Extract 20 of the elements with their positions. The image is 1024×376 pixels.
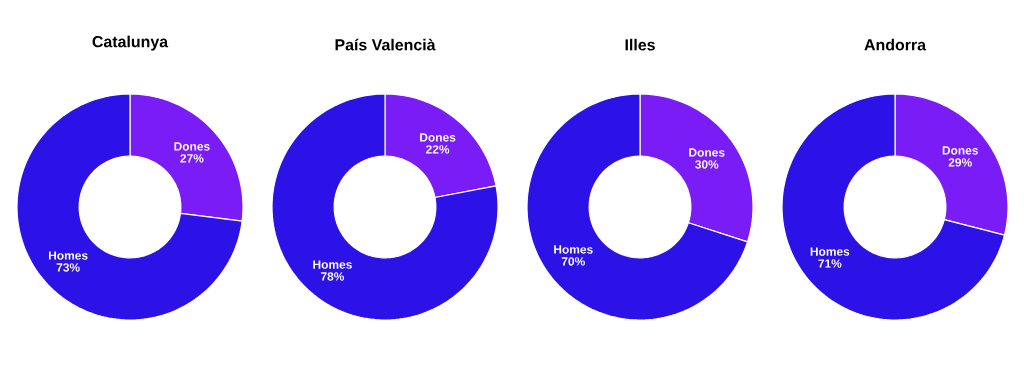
slice-label: Dones	[942, 146, 978, 155]
data-label: 78%	[320, 272, 345, 281]
data-label: 30%	[695, 160, 719, 169]
data-label: 70%	[561, 257, 585, 266]
slice-label: Homes	[810, 247, 850, 256]
data-label: 29%	[948, 158, 972, 167]
data-label: 73%	[56, 263, 80, 272]
chart-title: Illes	[625, 38, 655, 51]
slice-label: Dones	[689, 148, 725, 157]
slice-label: Dones	[420, 133, 456, 142]
data-label: 22%	[426, 145, 450, 154]
data-label: 71%	[818, 259, 842, 268]
data-label: 27%	[180, 154, 204, 163]
chart-title: Andorra	[864, 38, 927, 51]
slice-label: Homes	[313, 260, 352, 269]
chart-title: Catalunya	[92, 35, 169, 51]
slice-label: Homes	[48, 251, 88, 260]
slice-label: Homes	[554, 245, 593, 254]
slice-label: Dones	[174, 142, 210, 151]
chart-title: País Valencià	[335, 38, 436, 51]
